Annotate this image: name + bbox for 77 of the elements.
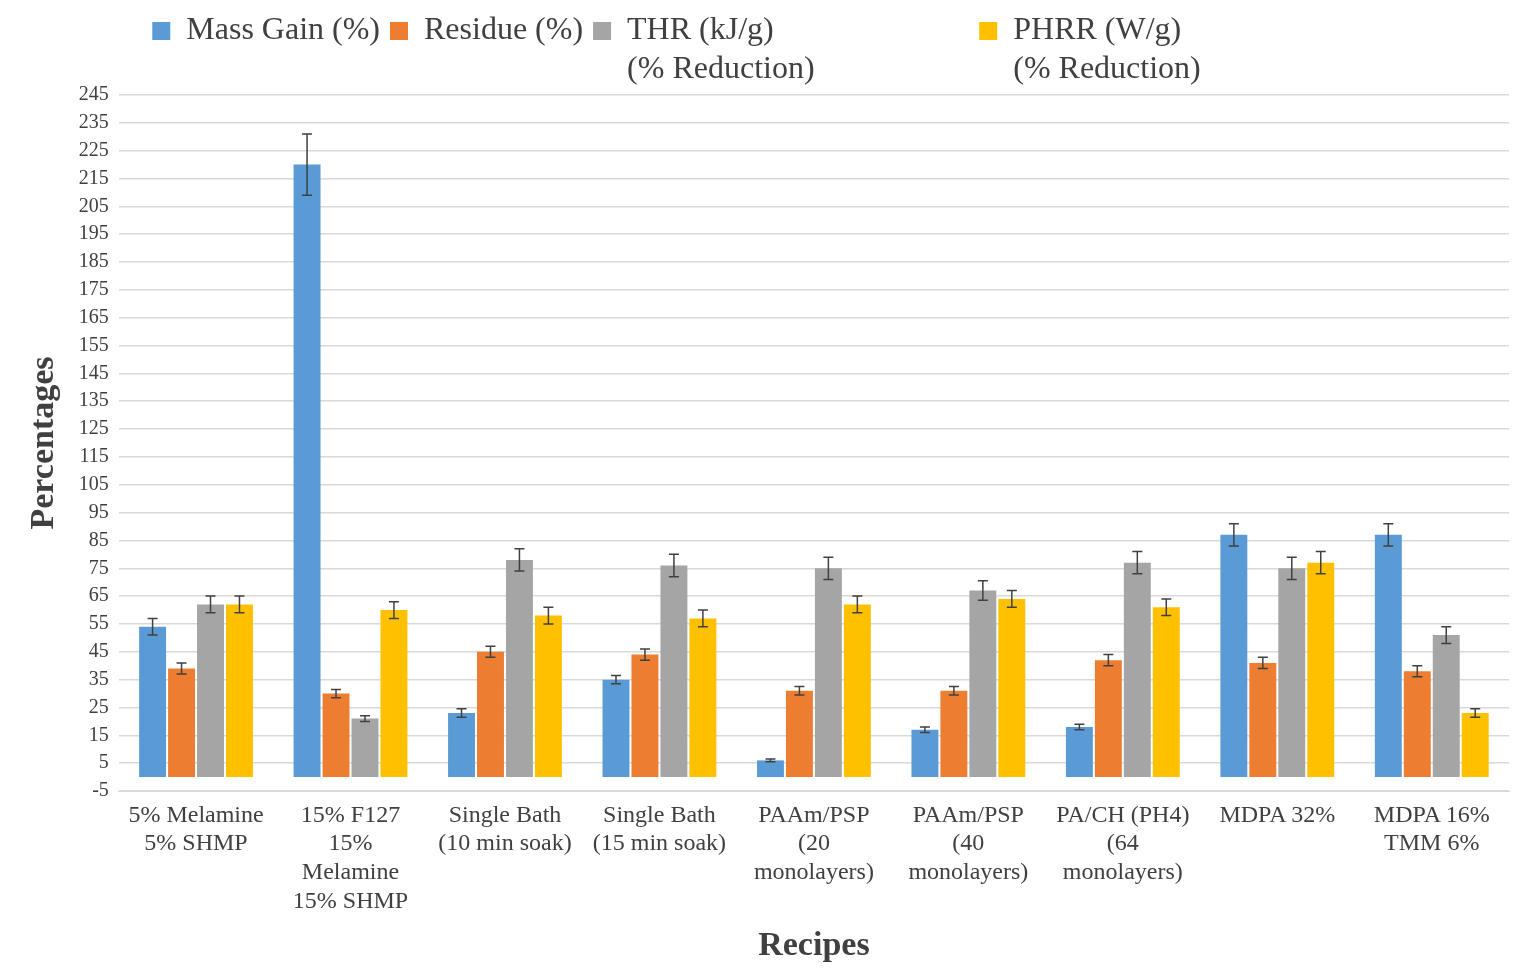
bar (226, 604, 253, 778)
bar (1065, 726, 1093, 778)
y-tick-label: 15 (88, 722, 109, 745)
y-tick-label: 215 (78, 165, 109, 188)
y-tick-label: 135 (78, 388, 109, 411)
y-tick-label: 105 (78, 472, 109, 495)
bar (505, 559, 533, 778)
y-tick-label: 155 (78, 332, 109, 355)
bar (660, 565, 688, 778)
bar (756, 760, 784, 778)
bar (631, 654, 659, 778)
y-tick-label: 35 (88, 666, 109, 689)
bar (969, 590, 997, 778)
y-tick-label: 205 (78, 193, 109, 216)
bar (785, 690, 813, 778)
y-tick-label: 75 (88, 555, 109, 578)
y-tick-label: 235 (78, 110, 109, 133)
y-axis-title: Percentages (23, 356, 61, 530)
y-tick-label: 125 (78, 416, 109, 439)
bar (380, 610, 408, 778)
y-tick-label: 165 (78, 304, 109, 327)
y-tick-label: 45 (88, 639, 109, 662)
y-tick-label: 245 (78, 82, 109, 105)
x-tick-label: Single Bath (10 min soak) (438, 800, 572, 856)
bar (1094, 660, 1122, 778)
bar (998, 598, 1026, 778)
bar (351, 718, 379, 778)
bar (1278, 568, 1306, 778)
x-tick-label: 5% Melamine 5% SHMP (128, 800, 264, 856)
bar (911, 729, 939, 778)
legend-label: THR (kJ/g) (% Reduction) (627, 10, 815, 85)
x-tick-label: PA/CH (PH4) (64 monolayers) (1056, 800, 1190, 885)
legend-label: Mass Gain (%) (186, 10, 381, 47)
y-tick-label: 95 (88, 499, 109, 522)
bar (1152, 607, 1180, 778)
y-tick-label: 185 (78, 249, 109, 272)
bar (1461, 713, 1489, 778)
bar (139, 626, 167, 778)
y-tick-label: 65 (88, 583, 109, 606)
bar (534, 615, 562, 778)
y-tick-label: 175 (78, 277, 109, 300)
bar (322, 693, 350, 778)
y-tick-label: 195 (78, 221, 109, 244)
bar (602, 679, 630, 778)
bar (1307, 562, 1335, 778)
x-tick-label: PAAm/PSP (20 monolayers) (753, 800, 874, 885)
y-tick-label: 25 (88, 694, 109, 717)
bar (1123, 562, 1151, 778)
y-tick-label: 5 (98, 750, 109, 773)
x-tick-label: MDPA 32% (1219, 800, 1336, 827)
x-tick-label: 15% F127 15% Melamine 15% SHMP (292, 800, 409, 914)
x-tick-label: PAAm/PSP (40 monolayers) (908, 800, 1029, 885)
x-axis-title: Recipes (758, 925, 870, 963)
bar (1403, 671, 1431, 778)
bar (843, 604, 871, 778)
x-tick-label: Single Bath (15 min soak) (592, 800, 727, 856)
y-tick-label: 145 (78, 360, 109, 383)
bar (197, 604, 224, 778)
bar (689, 618, 717, 778)
y-tick-label: 225 (78, 137, 109, 160)
bar (814, 568, 842, 778)
y-tick-label: 115 (79, 444, 109, 467)
bar (1249, 662, 1277, 778)
bar (168, 668, 196, 778)
bar (1220, 534, 1248, 778)
x-tick-label: MDPA 16% TMM 6% (1373, 800, 1490, 856)
y-tick-label: 85 (88, 527, 109, 550)
y-tick-label: -5 (92, 778, 109, 801)
y-tick-label: 55 (88, 611, 109, 634)
bar (940, 690, 968, 778)
legend-label: PHRR (W/g) (% Reduction) (1013, 10, 1201, 85)
bar (1432, 635, 1460, 778)
bar (448, 713, 475, 778)
bar (293, 164, 321, 778)
bar (1374, 534, 1402, 778)
legend-label: Residue (%) (424, 10, 584, 47)
bar (477, 651, 504, 778)
